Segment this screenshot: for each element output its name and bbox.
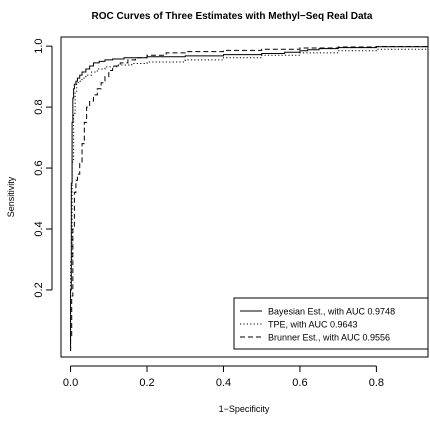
x-axis: 0.0 0.2 0.4 0.6 0.8	[63, 365, 384, 389]
x-tick-label: 0.4	[216, 377, 231, 389]
y-tick-label: 0.8	[33, 99, 45, 114]
legend: Bayesian Est., with AUC 0.9748 TPE, with …	[233, 297, 429, 350]
legend-label-1: Bayesian Est., with AUC 0.9748	[268, 307, 395, 317]
x-tick-label: 0.0	[63, 377, 78, 389]
x-tick-label: 0.6	[292, 377, 307, 389]
plot-frame	[60, 36, 429, 358]
legend-box	[233, 297, 429, 350]
x-tick-label: 0.8	[369, 377, 384, 389]
chart-title: ROC Curves of Three Estimates with Methy…	[92, 11, 373, 22]
series-line-2	[70, 47, 429, 351]
legend-label-3: Brunner Est., with AUC 0.9556	[268, 333, 390, 343]
y-tick-label: 0.4	[33, 221, 45, 236]
y-tick-label: 1.0	[33, 38, 45, 53]
y-axis-label: Sensitivity	[6, 176, 16, 217]
y-tick-label: 0.6	[33, 160, 45, 175]
y-axis: 0.2 0.4 0.6 0.8 1.0	[33, 38, 53, 298]
series-line-1	[70, 46, 429, 351]
x-tick-label: 0.2	[139, 377, 154, 389]
series-line-3	[70, 45, 429, 351]
legend-label-2: TPE, with AUC 0.9643	[268, 320, 358, 330]
y-tick-label: 0.2	[33, 282, 45, 297]
x-axis-label: 1−Specificity	[219, 404, 270, 414]
series-layer	[70, 45, 429, 351]
